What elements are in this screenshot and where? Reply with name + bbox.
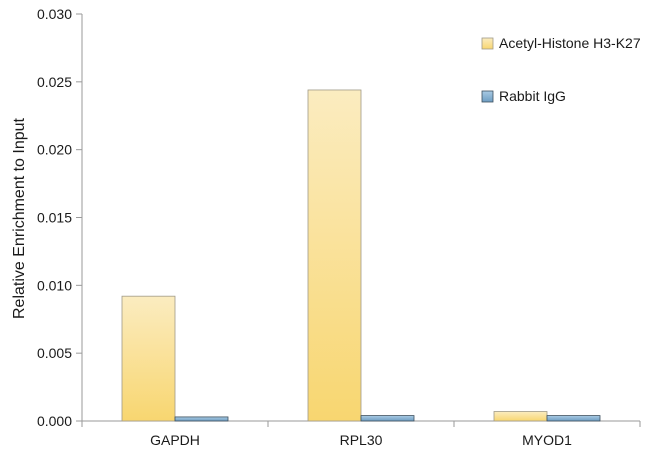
x-tick-label: MYOD1	[522, 432, 572, 448]
y-tick-label: 0.015	[37, 210, 72, 226]
bar-myod1-series-1	[493, 411, 548, 422]
y-tick-label: 0.030	[37, 6, 72, 22]
legend-swatch	[481, 37, 494, 50]
y-tick-label: 0.025	[37, 74, 72, 90]
y-tick-label: 0.020	[37, 142, 72, 158]
bar-gapdh-series-1	[121, 295, 176, 422]
legend: Acetyl-Histone H3-K27 Rabbit IgG	[481, 35, 641, 104]
bar-rpl30-series-2	[360, 415, 415, 422]
y-tick-label: 0.000	[37, 413, 72, 429]
legend-label: Rabbit IgG	[499, 88, 566, 104]
labels: 0.000 0.005 0.010 0.015 0.020 0.025 0.030 Relat…	[11, 6, 572, 448]
y-tick-label: 0.010	[37, 277, 72, 293]
bars	[121, 89, 601, 422]
bar-rpl30-series-1	[307, 89, 362, 422]
legend-label: Acetyl-Histone H3-K27	[499, 35, 641, 51]
x-tick-label: RPL30	[340, 432, 383, 448]
y-tick-label: 0.005	[37, 345, 72, 361]
bar-myod1-series-2	[546, 415, 601, 422]
bar-gapdh-series-2	[174, 416, 229, 422]
y-axis-title: Relative Enrichment to Input	[11, 117, 28, 319]
legend-swatch	[481, 90, 494, 103]
x-tick-label: GAPDH	[150, 432, 200, 448]
